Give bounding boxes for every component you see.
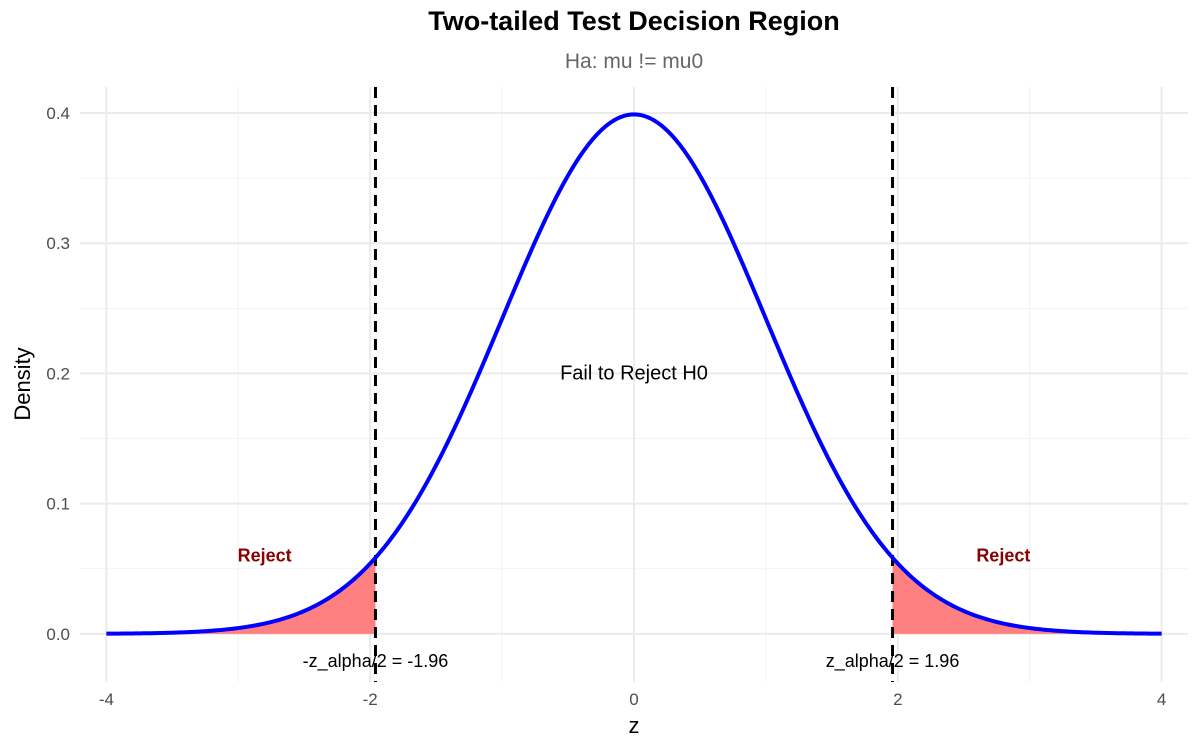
x-tick-label: 2 (893, 690, 902, 709)
tick-labels: -4 -2 0 2 4 0.0 0.1 0.2 0.3 0.4 (46, 104, 1166, 709)
x-tick-label: -2 (363, 690, 378, 709)
density-curve (106, 112, 1162, 636)
rejection-regions (106, 557, 1162, 634)
annotations: Reject Reject Fail to Reject H0 -z_alpha/2 … (238, 362, 1031, 672)
density-curve-layer (106, 112, 1162, 636)
rejection-region-left (106, 557, 376, 634)
critical-value-label-left: -z_alpha/2 = -1.96 (303, 651, 449, 672)
reject-label: Reject (238, 546, 292, 566)
x-tick-label: 4 (1157, 690, 1166, 709)
y-tick-label: 0.2 (46, 364, 70, 383)
critical-value-label-right: z_alpha/2 = 1.96 (826, 651, 960, 672)
rejection-region-right (892, 557, 1162, 634)
fail-to-reject-label: Fail to Reject H0 (560, 362, 708, 384)
x-axis-label: z (629, 713, 640, 738)
y-axis-label: Density (10, 347, 35, 420)
x-tick-label: -4 (99, 690, 114, 709)
reject-label: Reject (976, 546, 1030, 566)
chart-subtitle: Ha: mu != mu0 (564, 50, 704, 73)
grid-lines (80, 87, 1188, 682)
x-tick-label: 0 (629, 690, 638, 709)
y-tick-label: 0.1 (46, 495, 70, 514)
y-tick-label: 0.0 (46, 625, 70, 644)
y-tick-label: 0.4 (46, 104, 70, 123)
critical-value-lines (373, 87, 895, 682)
y-tick-label: 0.3 (46, 234, 70, 253)
chart-title: Two-tailed Test Decision Region (428, 6, 840, 36)
